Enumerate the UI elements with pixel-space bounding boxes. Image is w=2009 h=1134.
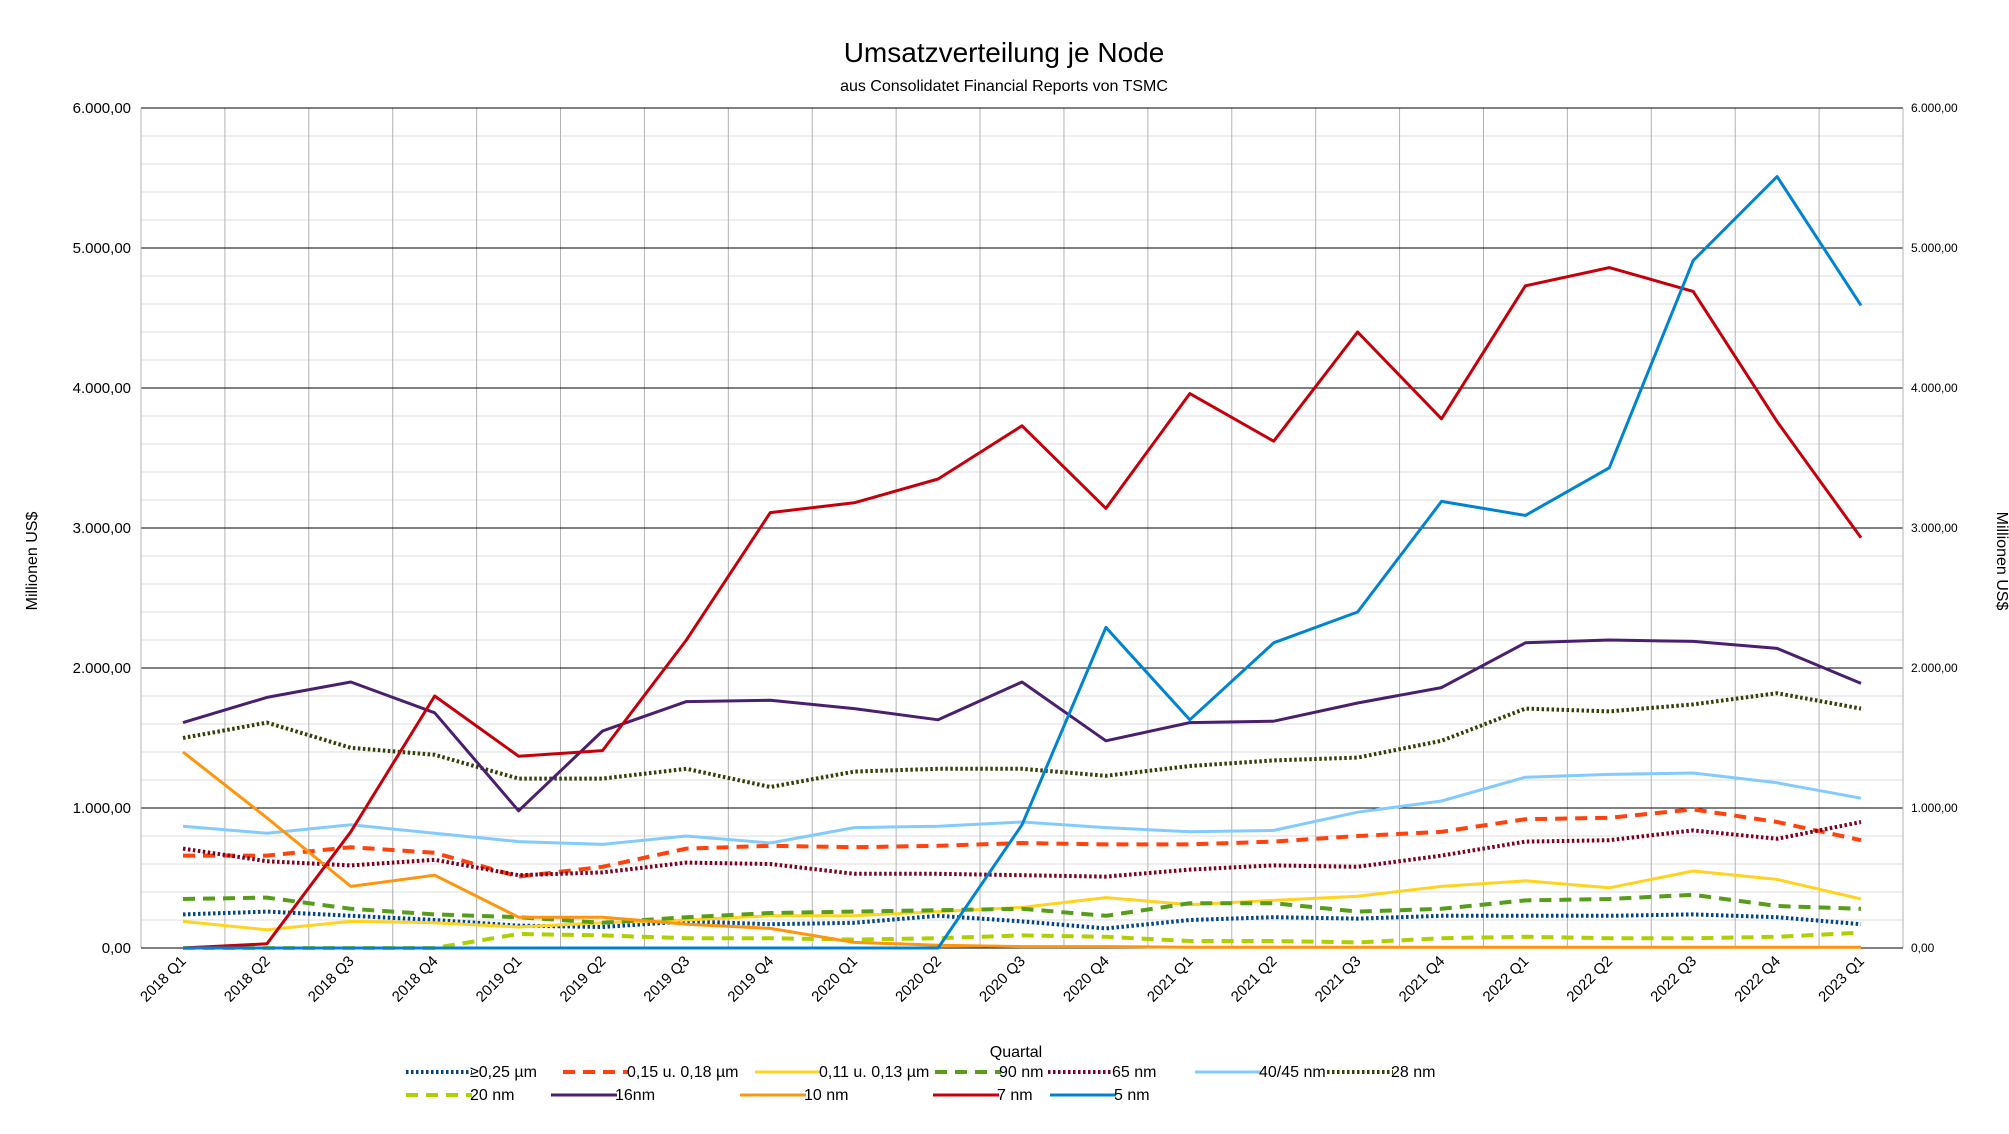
x-tick-label: 2019 Q3 xyxy=(640,953,693,1006)
legend-label: 20 nm xyxy=(470,1087,514,1104)
legend-label: 90 nm xyxy=(999,1064,1043,1081)
tick-labels: 0,00 0,00 1.000,00 1.000,00 2.000,00 2.000,00… xyxy=(73,100,1958,1006)
x-tick-label: 2021 Q2 xyxy=(1228,953,1281,1006)
x-tick-label: 2020 Q1 xyxy=(808,953,861,1006)
y-tick-label-left: 5.000,00 xyxy=(73,240,131,257)
y-tick-label-right: 1.000,00 xyxy=(1911,801,1958,815)
x-tick-label: 2021 Q1 xyxy=(1144,953,1197,1006)
y-tick-label-left: 2.000,00 xyxy=(73,660,131,677)
x-tick-label: 2019 Q2 xyxy=(557,953,610,1006)
series-line xyxy=(182,892,1862,925)
legend-item: 10 nm xyxy=(740,1087,848,1104)
legend-item: ≥0,25 µm xyxy=(406,1064,537,1081)
legend-item: 7 nm xyxy=(933,1087,1033,1104)
series-line xyxy=(183,175,1863,950)
series-line xyxy=(182,909,1862,931)
legend-label: 16nm xyxy=(615,1087,655,1104)
legend-label: 65 nm xyxy=(1112,1064,1156,1081)
series-line xyxy=(182,266,1863,950)
x-tick-label: 2022 Q1 xyxy=(1480,953,1533,1006)
legend-item: 40/45 nm xyxy=(1195,1064,1326,1081)
legend-item: 0,15 u. 0,18 µm xyxy=(563,1064,739,1081)
series-line xyxy=(182,750,1861,949)
series-line xyxy=(182,638,1862,813)
series-line xyxy=(183,807,1862,879)
legend-label: 10 nm xyxy=(804,1087,848,1104)
y-tick-label-right: 2.000,00 xyxy=(1911,661,1958,675)
legend: ≥0,25 µm 0,15 u. 0,18 µm 0,11 u. 0,13 µm 90… xyxy=(406,1064,1435,1104)
series-line xyxy=(183,930,1862,950)
x-tick-label: 2019 Q4 xyxy=(724,953,777,1006)
y-tick-label-left: 3.000,00 xyxy=(73,520,131,537)
legend-label: 28 nm xyxy=(1391,1064,1435,1081)
x-tick-label: 2020 Q2 xyxy=(892,953,945,1006)
x-tick-label: 2018 Q2 xyxy=(221,953,274,1006)
x-tick-label: 2020 Q3 xyxy=(976,953,1029,1006)
x-tick-label: 2020 Q4 xyxy=(1060,953,1113,1006)
x-tick-label: 2022 Q3 xyxy=(1647,953,1700,1006)
y-tick-label-left: 6.000,00 xyxy=(73,100,131,117)
y-tick-label-right: 4.000,00 xyxy=(1911,381,1958,395)
y-tick-label-right: 3.000,00 xyxy=(1911,521,1958,535)
legend-item: 90 nm xyxy=(935,1064,1043,1081)
x-tick-label: 2021 Q4 xyxy=(1396,953,1449,1006)
y-tick-label-right: 5.000,00 xyxy=(1911,241,1958,255)
x-tick-label: 2023 Q1 xyxy=(1815,953,1868,1006)
legend-label: 0,11 u. 0,13 µm xyxy=(819,1064,929,1081)
legend-item: 28 nm xyxy=(1327,1064,1435,1081)
x-axis-title: Quartal xyxy=(990,1044,1042,1061)
x-tick-label: 2018 Q4 xyxy=(389,953,442,1006)
chart-title: Umsatzverteilung je Node xyxy=(844,37,1165,68)
legend-item: 65 nm xyxy=(1048,1064,1156,1081)
y-tick-label-left: 1.000,00 xyxy=(73,800,131,817)
legend-item: 5 nm xyxy=(1050,1087,1150,1104)
y-tick-label-left: 0,00 xyxy=(102,940,131,957)
legend-item: 16nm xyxy=(551,1087,655,1104)
series-line xyxy=(182,820,1862,879)
legend-label: 40/45 nm xyxy=(1259,1064,1326,1081)
series-line xyxy=(182,691,1862,789)
legend-label: 0,15 u. 0,18 µm xyxy=(627,1064,739,1081)
x-tick-label: 2018 Q1 xyxy=(137,953,190,1006)
x-tick-label: 2022 Q4 xyxy=(1731,953,1784,1006)
chart-subtitle: aus Consolidatet Financial Reports von T… xyxy=(840,78,1168,95)
y-tick-label-left: 4.000,00 xyxy=(73,380,131,397)
series-line xyxy=(182,771,1862,846)
y-tick-label-right: 0,00 xyxy=(1911,941,1935,955)
legend-label: 7 nm xyxy=(997,1087,1033,1104)
y-axis-title-left: Millionen US$ xyxy=(24,512,41,611)
x-tick-label: 2021 Q3 xyxy=(1312,953,1365,1006)
legend-label: ≥0,25 µm xyxy=(470,1064,537,1081)
y-axis-title-right: Millionen US$ xyxy=(1993,512,2009,611)
legend-label: 5 nm xyxy=(1114,1087,1150,1104)
legend-item: 20 nm xyxy=(406,1087,514,1104)
x-tick-label: 2018 Q3 xyxy=(305,953,358,1006)
y-tick-label-right: 6.000,00 xyxy=(1911,101,1958,115)
x-tick-label: 2022 Q2 xyxy=(1563,953,1616,1006)
legend-item: 0,11 u. 0,13 µm xyxy=(755,1064,929,1081)
series-lines xyxy=(182,175,1863,950)
x-tick-label: 2019 Q1 xyxy=(473,953,526,1006)
